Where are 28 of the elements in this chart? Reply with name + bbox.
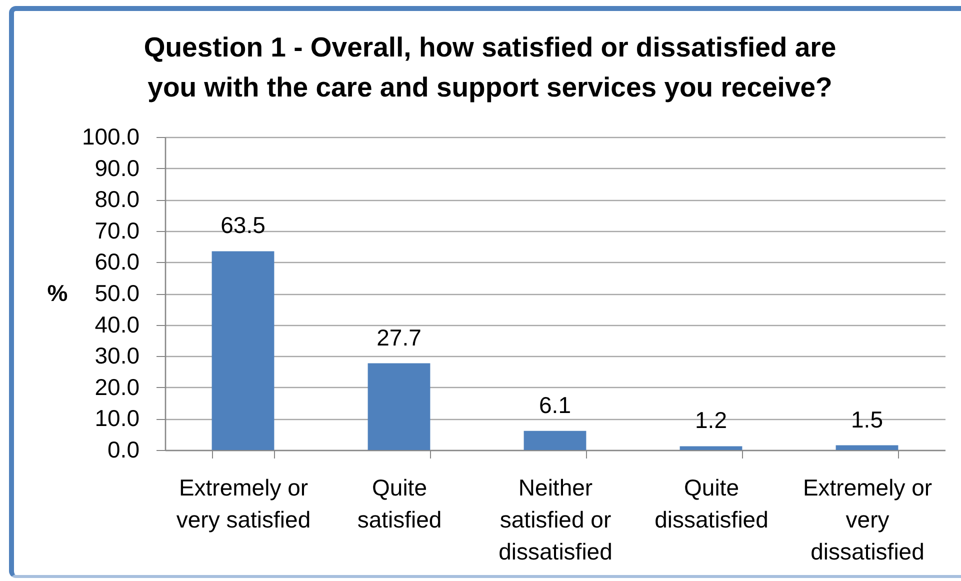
y-tick-label: 30.0 [94, 342, 140, 369]
y-tick-label: 50.0 [94, 280, 140, 306]
data-label: 63.5 [220, 212, 266, 238]
data-label: 1.5 [851, 406, 883, 432]
x-tick-label: Quite dissatisfied [654, 474, 768, 532]
bar [524, 430, 586, 450]
bar [836, 445, 898, 450]
y-tick-label: 20.0 [94, 374, 140, 400]
x-tick-label: Quite satisfied [357, 474, 442, 532]
y-tick-label: 70.0 [94, 217, 140, 244]
data-label: 27.7 [376, 324, 422, 350]
bar [212, 251, 274, 450]
x-tick-label: Extremely or very dissatisfied [802, 474, 932, 564]
y-axis-title: % [47, 280, 68, 306]
x-tick-label: Neither satisfied or dissatisfied [498, 474, 612, 564]
data-label: 6.1 [539, 392, 571, 418]
y-tick-label: 100.0 [82, 124, 140, 150]
data-label: 1.2 [695, 407, 727, 434]
y-tick-label: 0.0 [108, 436, 140, 462]
bar [680, 446, 742, 450]
bar [368, 363, 430, 450]
y-tick-label: 40.0 [94, 311, 140, 338]
y-tick-label: 80.0 [94, 186, 140, 212]
y-tick-label: 10.0 [94, 405, 140, 432]
x-tick-label: Extremely or very satisfied [176, 474, 311, 532]
chart-title: Question 1 - Overall, how satisfied or dissatisfied are you with the care and support services you receive? [144, 32, 836, 102]
y-tick-label: 90.0 [94, 154, 140, 181]
y-tick-label: 60.0 [94, 248, 140, 275]
